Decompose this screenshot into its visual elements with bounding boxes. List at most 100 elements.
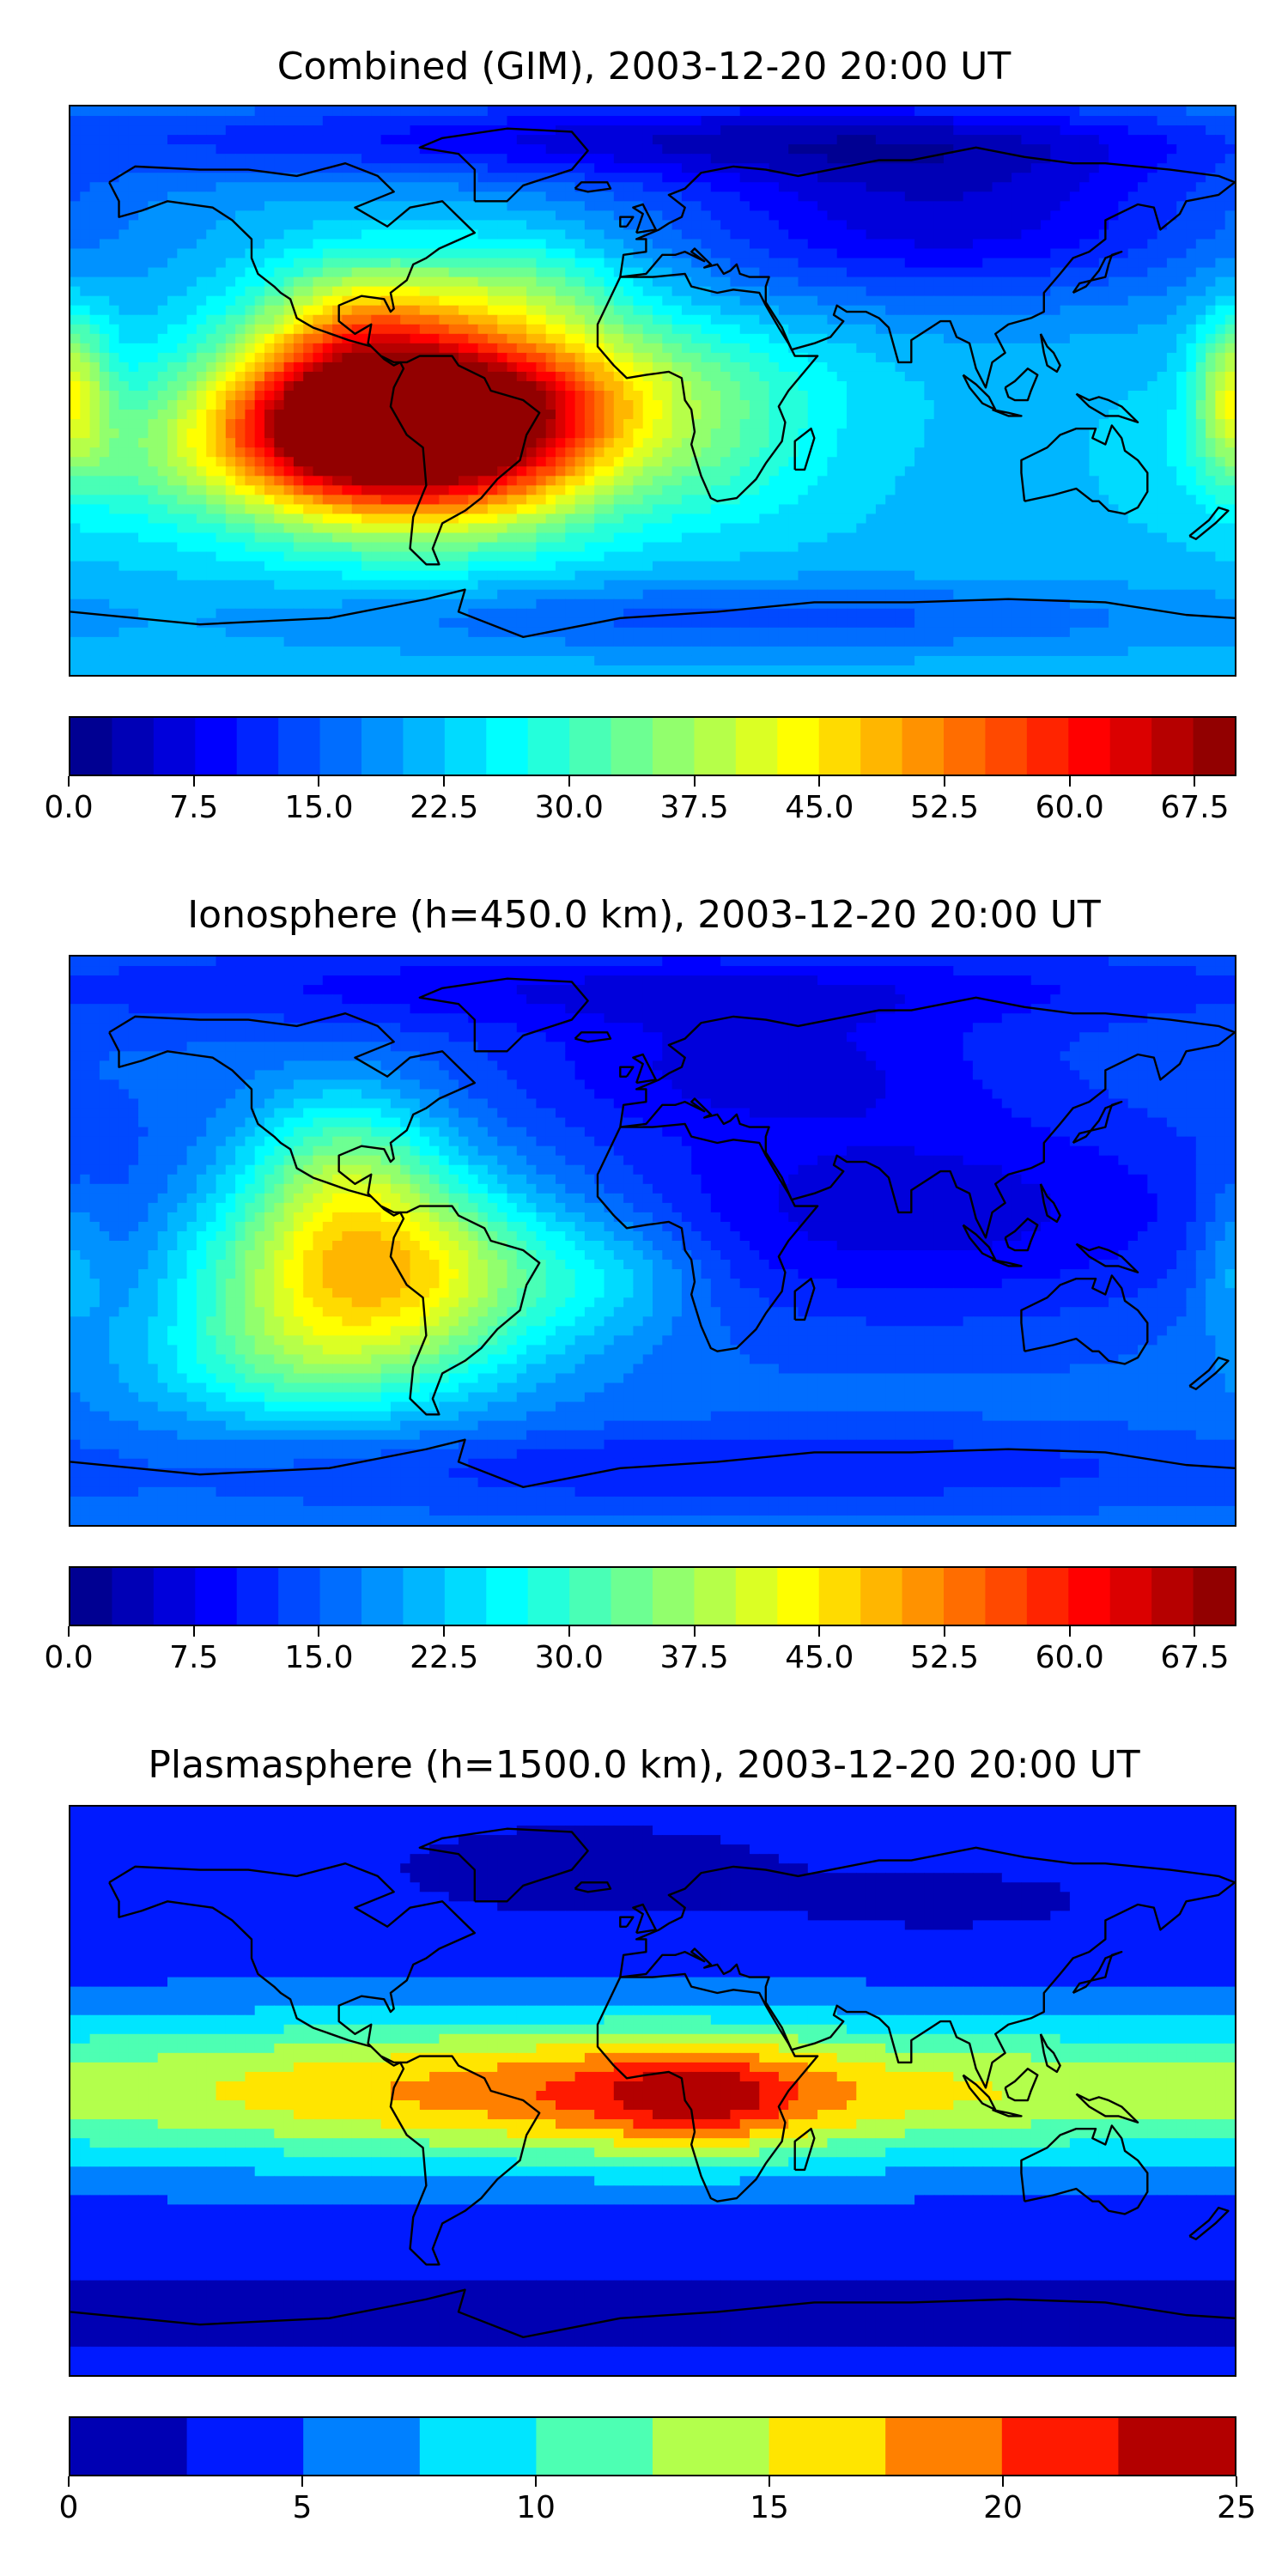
tec-cell	[138, 400, 149, 410]
tec-cell	[798, 333, 809, 344]
tec-cell	[710, 428, 721, 439]
tec-cell	[390, 220, 401, 231]
tec-cell	[866, 239, 877, 250]
tec-cell	[89, 495, 100, 505]
tec-cell	[866, 410, 877, 420]
tec-cell	[817, 248, 828, 259]
tec-cell	[856, 476, 867, 486]
tec-cell	[1157, 371, 1168, 382]
tec-cell	[1157, 476, 1168, 486]
tec-cell	[70, 286, 81, 297]
tec-cell	[1195, 466, 1206, 477]
tec-cell	[138, 135, 149, 145]
tec-cell	[536, 419, 547, 429]
tec-cell	[1109, 457, 1119, 467]
tec-cell	[1224, 305, 1235, 316]
tec-cell	[963, 410, 974, 420]
tec-cell	[216, 324, 227, 335]
tec-cell	[1050, 116, 1061, 126]
tec-cell	[769, 144, 780, 155]
tec-cell	[80, 258, 91, 269]
tec-cell	[196, 324, 207, 335]
tec-cell	[642, 371, 653, 382]
tec-cell	[895, 305, 906, 316]
tec-cell	[536, 333, 547, 344]
tec-cell	[196, 371, 207, 382]
tec-cell	[875, 305, 886, 316]
tec-cell	[293, 419, 304, 429]
tec-cell	[264, 485, 275, 495]
tec-cell	[274, 154, 285, 164]
tec-cell	[1079, 220, 1091, 231]
tec-cell	[526, 391, 537, 401]
tec-cell	[361, 144, 372, 155]
tec-cell	[177, 191, 188, 202]
tec-cell	[109, 447, 120, 458]
tec-cell	[759, 116, 770, 126]
tec-cell	[691, 267, 702, 278]
tec-cell	[293, 286, 304, 297]
tec-cell	[439, 428, 450, 439]
tec-cell	[1021, 419, 1032, 429]
tec-cell	[80, 210, 91, 221]
tec-cell	[332, 210, 343, 221]
tec-cell	[196, 286, 207, 297]
tec-cell	[342, 438, 353, 448]
tec-cell	[847, 276, 857, 288]
tec-cell	[245, 239, 256, 250]
tec-cell	[856, 447, 867, 458]
tec-cell	[749, 248, 760, 259]
tec-cell	[1166, 314, 1177, 325]
tec-cell	[410, 314, 421, 325]
tec-cell	[847, 361, 857, 373]
tec-cell	[1138, 106, 1148, 117]
tec-cell	[992, 267, 1003, 278]
tec-cell	[691, 466, 702, 477]
tec-cell	[1030, 466, 1042, 477]
tec-cell	[953, 182, 964, 192]
tec-cell	[642, 106, 653, 117]
tec-cell	[516, 229, 527, 240]
tec-cell	[963, 333, 974, 344]
tec-cell	[206, 333, 217, 344]
tec-cell	[604, 447, 615, 458]
tec-cell	[342, 220, 353, 231]
tec-cell	[264, 324, 275, 335]
tec-cell	[380, 410, 392, 420]
tec-cell	[118, 191, 130, 202]
tec-cell	[283, 457, 295, 467]
tec-cell	[671, 182, 683, 192]
tec-cell	[439, 106, 450, 117]
tec-cell	[148, 173, 159, 183]
tec-cell	[691, 400, 702, 410]
tec-cell	[254, 267, 265, 278]
tec-cell	[216, 258, 227, 269]
tec-cell	[254, 419, 265, 429]
tec-cell	[1109, 220, 1119, 231]
tec-cell	[875, 191, 886, 202]
tec-cell	[904, 144, 915, 155]
tec-cell	[924, 476, 935, 486]
tec-cell	[89, 116, 100, 126]
tec-cell	[148, 286, 159, 297]
tec-cell	[556, 276, 566, 288]
tec-cell	[245, 116, 256, 126]
tec-cell	[371, 229, 382, 240]
tec-cell	[371, 144, 382, 155]
tec-cell	[875, 125, 886, 136]
tec-cell	[322, 286, 333, 297]
tec-cell	[992, 248, 1003, 259]
tec-cell	[1186, 191, 1197, 202]
tec-cell	[1186, 324, 1197, 335]
tec-cell	[1109, 229, 1119, 240]
tec-cell	[419, 438, 430, 448]
tec-cell	[177, 229, 188, 240]
tec-cell	[380, 466, 392, 477]
tec-cell	[371, 361, 382, 373]
tec-cell	[458, 201, 469, 211]
tec-cell	[400, 239, 411, 250]
tec-cell	[138, 428, 149, 439]
tec-cell	[904, 210, 915, 221]
tec-cell	[972, 447, 983, 458]
tec-cell	[701, 125, 712, 136]
